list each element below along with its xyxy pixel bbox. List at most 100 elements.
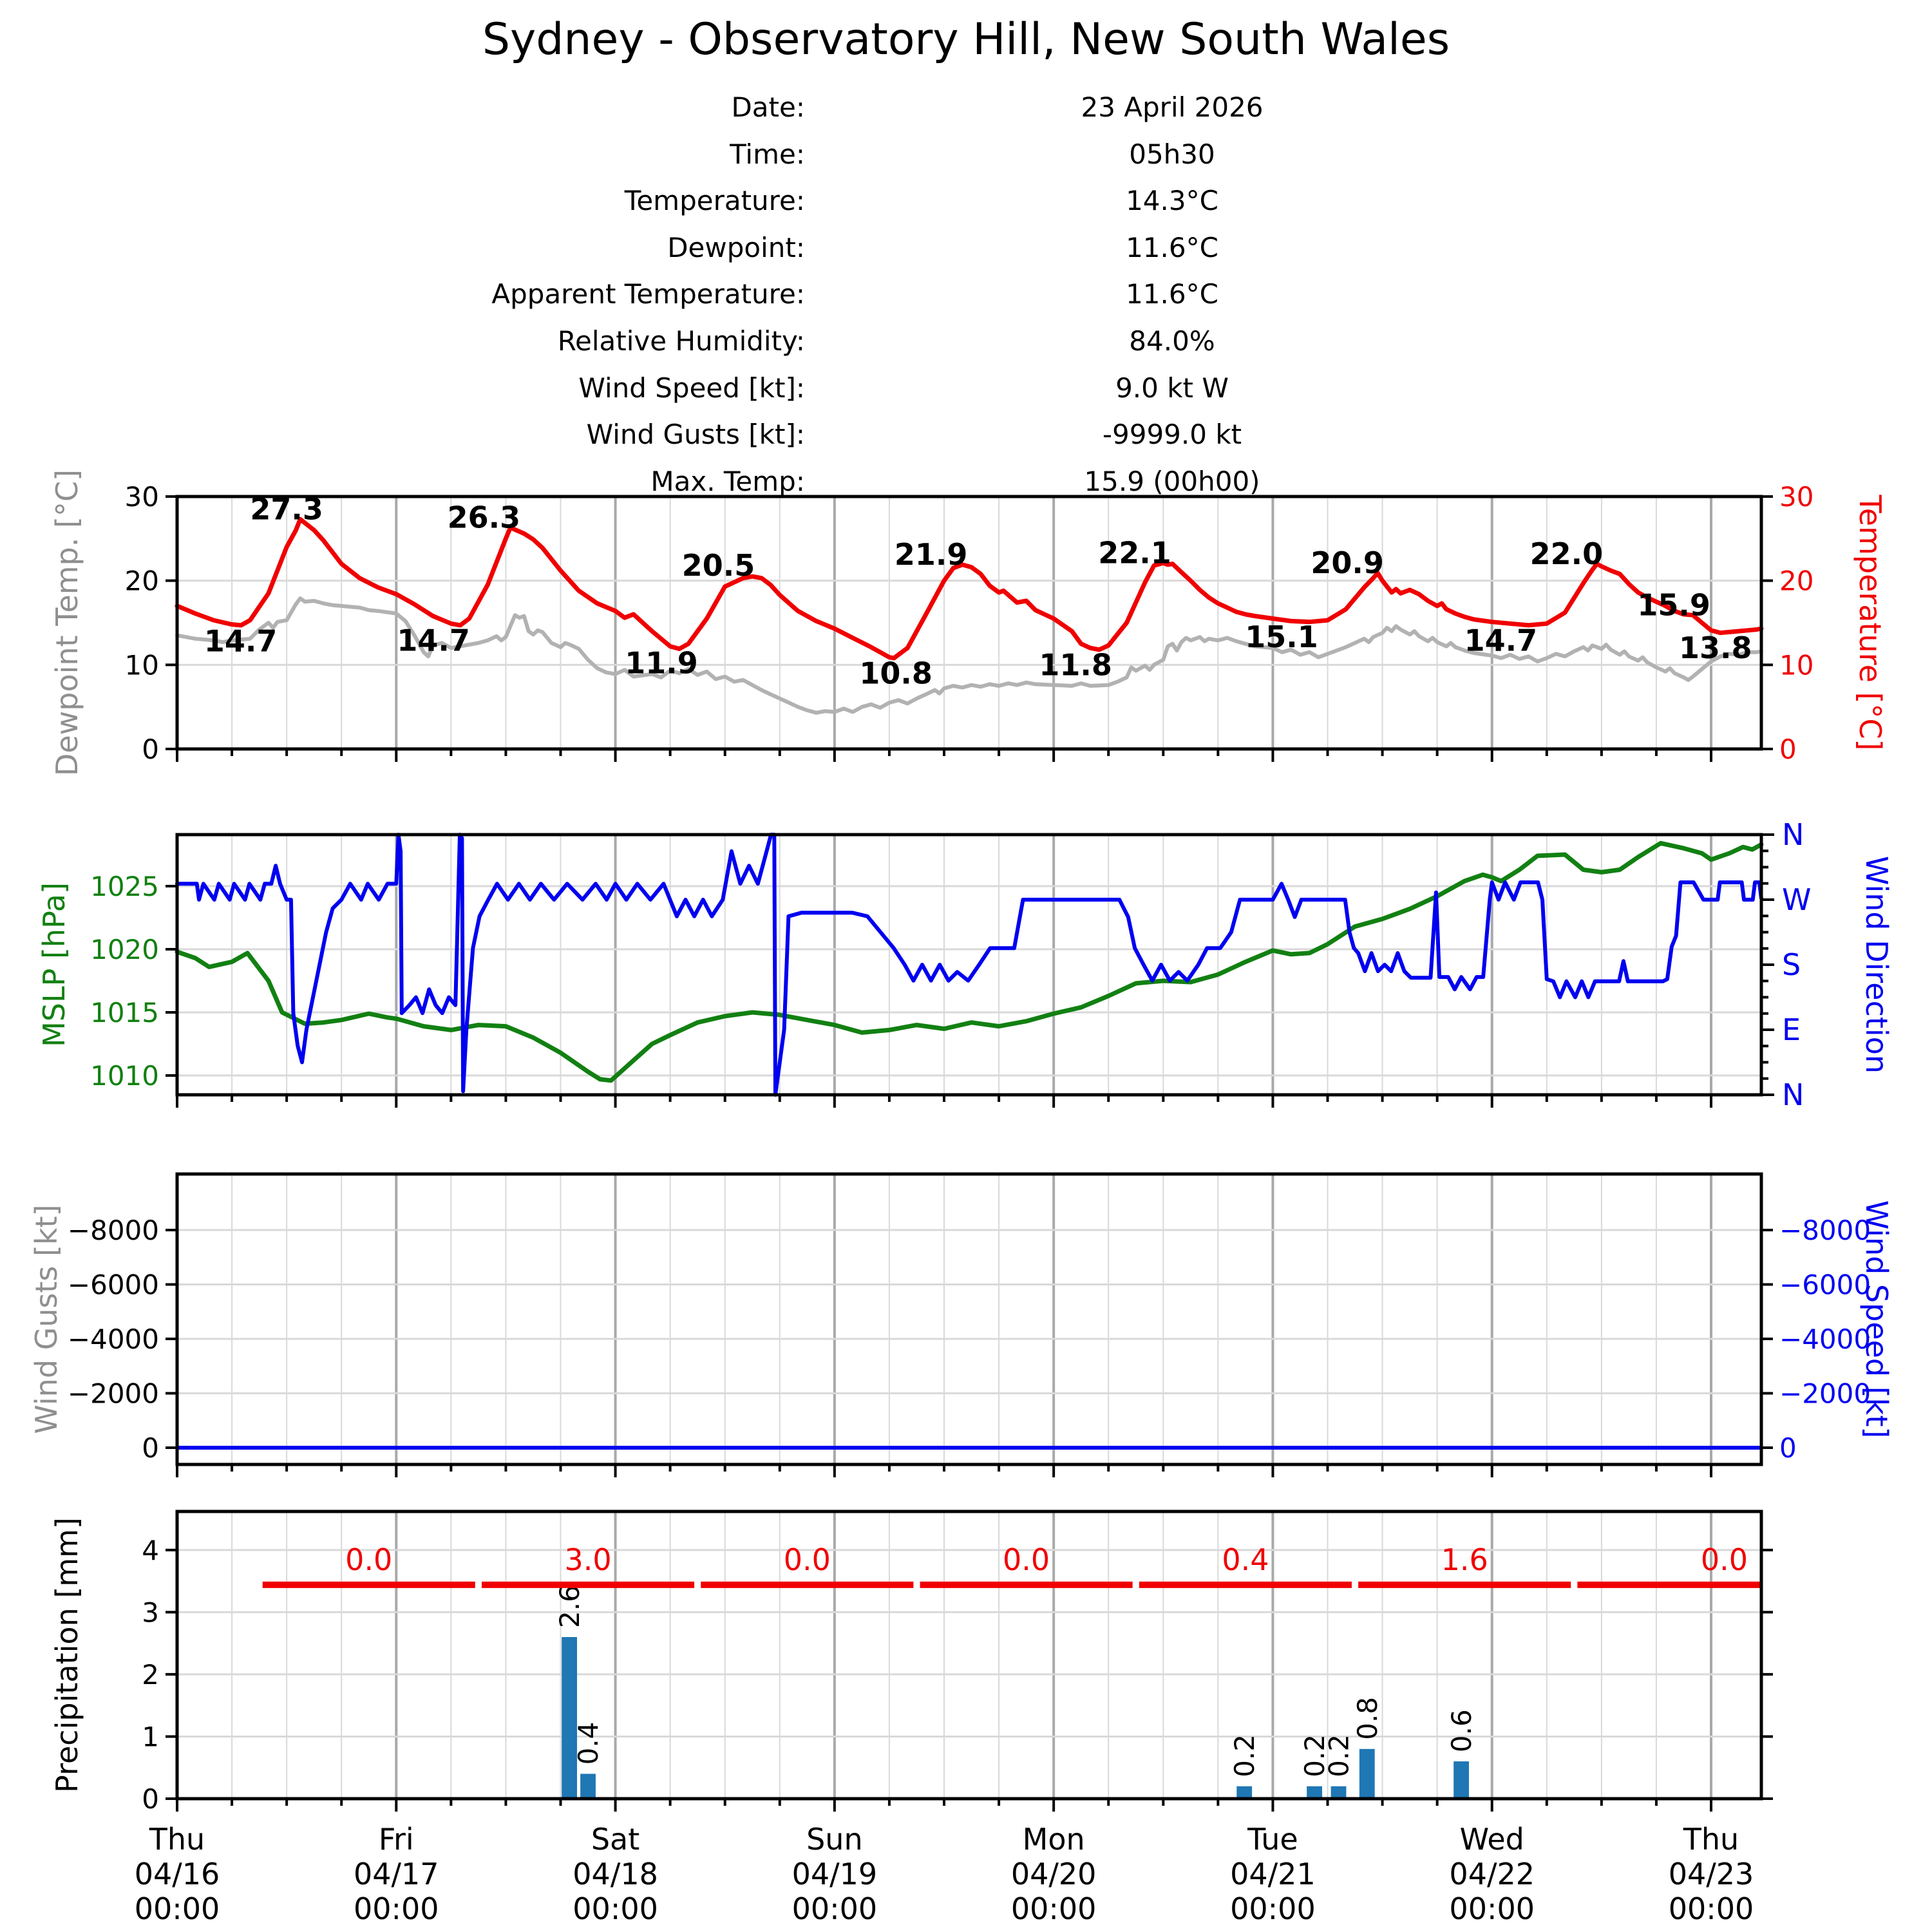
temperature-extreme-annotation: 15.9 [1637, 588, 1710, 623]
temp-axis-tick-label-right: 30 [1779, 481, 1814, 513]
header-row-label: Temperature: [624, 185, 805, 217]
windspeed-tick-label-right: −2000 [1779, 1378, 1871, 1410]
mslp-tick-label: 1015 [90, 997, 159, 1028]
precip-bar [1331, 1786, 1347, 1799]
header-row-label: Max. Temp: [650, 465, 805, 497]
x-label-dow: Fri [379, 1822, 414, 1857]
header-row-label: Date: [731, 91, 805, 123]
header-row-value: 15.9 (00h00) [1084, 465, 1260, 497]
precip-tick-label: 4 [142, 1535, 159, 1566]
precip-bar-label: 0.4 [573, 1722, 604, 1765]
winddir-tick-label: S [1782, 947, 1801, 982]
windspeed-tick-label-right: 0 [1779, 1432, 1797, 1464]
temperature-extreme-annotation: 14.7 [204, 624, 278, 659]
x-label-dow: Tue [1247, 1822, 1298, 1857]
header-row-label: Wind Gusts [kt]: [586, 419, 805, 451]
x-label-date: 04/22 [1449, 1857, 1535, 1891]
panel-windspeed: 0 0 −2000 −2000 −4000 −4000 −6000 −6000 −8000 −80… [68, 1172, 1871, 1477]
header-row-value: 9.0 kt W [1115, 372, 1229, 404]
temperature-extreme-annotation: 15.1 [1245, 620, 1318, 654]
x-label-time: 00:00 [135, 1891, 220, 1926]
header-row-value: 23 April 2026 [1081, 91, 1264, 123]
x-label-time: 00:00 [1230, 1891, 1316, 1926]
axis-title-left: Wind Gusts [kt] [29, 1204, 64, 1434]
temperature-extreme-annotation: 10.8 [859, 656, 933, 690]
axis-title-right: Wind Speed [kt] [1859, 1200, 1894, 1439]
panel-spine [175, 1510, 1763, 1801]
mslp-line [175, 840, 1764, 1083]
precip-bar [1307, 1786, 1322, 1799]
temperature-extreme-annotation: 11.8 [1039, 647, 1112, 682]
panel-temperature: 0 0 10 10 20 20 30 30 14.7 27.3 14.7 26.3 11.9 20.5 10… [125, 481, 1814, 765]
header-row: Temperature: 14.3°C [0, 185, 1932, 223]
header-row-label: Time: [730, 138, 805, 170]
temperature-extreme-annotation: 26.3 [448, 500, 521, 535]
header-row-value: 14.3°C [1126, 185, 1218, 217]
x-label-date: 04/23 [1669, 1857, 1754, 1891]
temperature-extreme-annotation: 27.3 [250, 492, 323, 527]
wind-direction-line [175, 833, 1763, 1097]
temperature-extreme-annotation: 13.8 [1679, 630, 1752, 665]
daily-precip-total-label: 3.0 [564, 1542, 611, 1577]
panel-spine [175, 495, 1763, 751]
precip-bar [1359, 1748, 1375, 1799]
temperature-extreme-annotation: 21.9 [895, 537, 968, 572]
x-label-dow: Thu [1683, 1822, 1739, 1857]
header-row: Time: 05h30 [0, 138, 1932, 177]
gust-tick-label-left: −4000 [68, 1323, 159, 1355]
x-label-time: 00:00 [1011, 1891, 1097, 1926]
winddir-tick-label: W [1782, 882, 1811, 917]
axis-title-left: MSLP [hPa] [37, 882, 71, 1047]
precip-bar-label: 0.2 [1299, 1734, 1331, 1777]
temp-axis-tick-label-left: 30 [125, 481, 159, 513]
header-row-value: -9999.0 kt [1102, 419, 1242, 451]
panel-spine [175, 1172, 1763, 1466]
precip-tick-label: 1 [142, 1721, 159, 1752]
gust-tick-label-left: −6000 [68, 1269, 159, 1301]
dewpoint-line [175, 596, 1763, 715]
temperature-extreme-annotation: 22.1 [1098, 536, 1171, 571]
header-row-label: Dewpoint: [667, 231, 805, 263]
winddir-tick-label: N [1782, 817, 1804, 852]
panel-spine [175, 833, 1763, 1097]
daily-precip-total-label: 0.0 [1701, 1542, 1748, 1577]
x-label-date: 04/17 [354, 1857, 439, 1891]
precip-bar [562, 1637, 578, 1799]
x-label-date: 04/18 [573, 1857, 658, 1891]
precip-bar-label: 0.8 [1352, 1697, 1383, 1740]
daily-precip-total-label: 0.0 [345, 1542, 392, 1577]
temp-axis-tick-label-right: 10 [1779, 649, 1814, 681]
gust-tick-label-left: 0 [142, 1432, 159, 1464]
header-row: Apparent Temperature: 11.6°C [0, 278, 1932, 317]
x-label-dow: Sun [806, 1822, 863, 1857]
panel-precipitation: 2.60.4 0.2 0.20.20.8 0.60.0 3.0 0.0 0.0 0.4 1.6 0… [142, 1510, 1773, 1815]
winddir-tick-label: N [1782, 1077, 1804, 1112]
x-label-time: 00:00 [1669, 1891, 1754, 1926]
winddir-tick-label: E [1782, 1012, 1801, 1047]
temperature-extreme-annotation: 14.7 [397, 623, 470, 658]
precip-tick-label: 0 [142, 1783, 159, 1815]
header-row-label: Wind Speed [kt]: [578, 372, 805, 404]
header-row-value: 84.0% [1129, 325, 1215, 357]
axis-title-right: Wind Direction [1859, 856, 1894, 1074]
precip-bar [580, 1774, 596, 1799]
header-row-value: 05h30 [1129, 138, 1215, 170]
temperature-extreme-annotation: 14.7 [1464, 623, 1538, 658]
header-row: Date: 23 April 2026 [0, 91, 1932, 130]
axis-title-left: Precipitation [mm] [50, 1517, 84, 1793]
temperature-extreme-annotation: 22.0 [1530, 536, 1604, 571]
x-label-dow: Mon [1023, 1822, 1085, 1857]
precip-bar-label: 0.6 [1446, 1709, 1477, 1752]
x-label-dow: Sat [591, 1822, 639, 1857]
header-row: Dewpoint: 11.6°C [0, 232, 1932, 270]
precip-tick-label: 3 [142, 1596, 159, 1628]
windspeed-tick-label-right: −4000 [1779, 1323, 1871, 1355]
header-row-value: 11.6°C [1126, 231, 1218, 263]
x-label-date: 04/21 [1230, 1857, 1316, 1891]
axis-title-right: Temperature [°C] [1853, 494, 1888, 750]
precip-bar [1454, 1761, 1469, 1799]
precip-bar-label: 2.6 [554, 1585, 585, 1628]
daily-precip-total-label: 1.6 [1441, 1542, 1488, 1577]
header-row: Wind Speed [kt]: 9.0 kt W [0, 372, 1932, 411]
